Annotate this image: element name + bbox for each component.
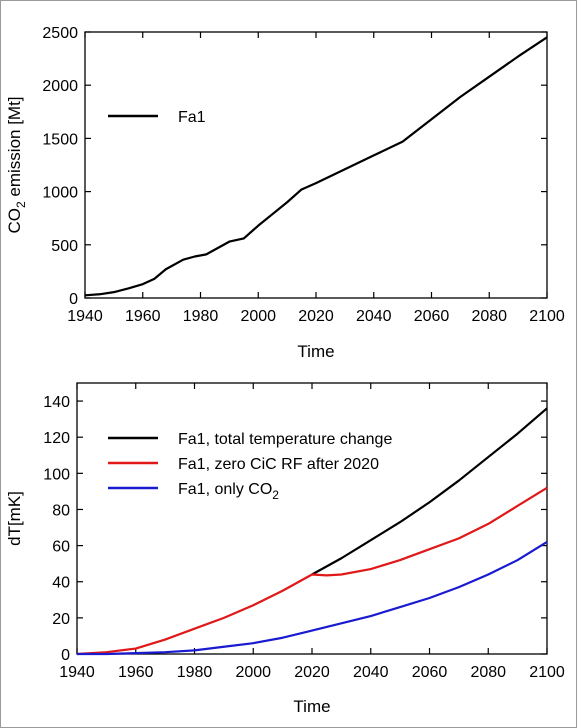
x-tick-label: 2000 xyxy=(235,664,271,681)
x-tick-label: 1960 xyxy=(118,664,154,681)
legend-label-2: Fa1, zero CiC RF after 2020 xyxy=(178,456,379,473)
y-axis-title-rest: emission [Mt] xyxy=(5,96,24,201)
y-tick-label: 2000 xyxy=(42,78,78,95)
x-tick-label: 2000 xyxy=(240,308,276,325)
x-tick-label: 1980 xyxy=(183,308,219,325)
x-tick-label: 2080 xyxy=(471,308,507,325)
chart-2: 1940 1960 1980 2000 2020 2040 2060 2080 21000204… xyxy=(5,382,565,716)
y-tick-label: 100 xyxy=(43,466,70,483)
legend-label-1: Fa1, total temperature change xyxy=(178,431,392,448)
x-tick-label: 1940 xyxy=(59,664,95,681)
series-line-1 xyxy=(84,36,548,297)
y-tick-label: 80 xyxy=(52,502,70,519)
y-tick-label: 20 xyxy=(52,611,70,628)
y-tick-label: 120 xyxy=(43,430,70,447)
series-line-2 xyxy=(76,486,548,656)
x-tick-label: 1980 xyxy=(177,664,213,681)
y-tick-label: 0 xyxy=(69,291,78,308)
x-tick-label: 2060 xyxy=(412,664,448,681)
y-axis-title: CO2 emission [Mt] xyxy=(5,96,28,233)
legend-label-1: Fa1 xyxy=(178,109,206,126)
y-tick-label: 40 xyxy=(52,575,70,592)
x-tick-label: 2100 xyxy=(529,664,565,681)
y-tick-label: 140 xyxy=(43,394,70,411)
legend-label-3: Fa1, only CO2 xyxy=(178,481,279,502)
series-line-1 xyxy=(311,407,548,576)
plot-frame xyxy=(84,31,548,299)
x-tick-label: 1940 xyxy=(67,308,103,325)
y-tick-label: 60 xyxy=(52,539,70,556)
x-tick-label: 1960 xyxy=(125,308,161,325)
plot-frame xyxy=(76,382,548,655)
x-tick-label: 2040 xyxy=(356,308,392,325)
y-tick-label: 1000 xyxy=(42,185,78,202)
y-tick-label: 1500 xyxy=(42,131,78,148)
x-tick-label: 2080 xyxy=(470,664,506,681)
legend-label-main: Fa1, only CO xyxy=(178,481,272,498)
y-axis-title-subscript: 2 xyxy=(14,201,28,208)
x-tick-label: 2020 xyxy=(294,664,330,681)
x-tick-label: 2060 xyxy=(414,308,450,325)
y-tick-label: 0 xyxy=(61,647,70,664)
y-axis-title: dT[mK] xyxy=(5,491,24,546)
x-tick-label: 2020 xyxy=(298,308,334,325)
x-axis-title: Time xyxy=(293,697,330,716)
x-tick-label: 2040 xyxy=(353,664,389,681)
y-axis-title-main: CO xyxy=(5,208,24,234)
y-tick-label: 2500 xyxy=(42,25,78,42)
chart-1: 1940 1960 1980 2000 2020 2040 2060 2080 21000500… xyxy=(5,25,565,361)
series-line-3 xyxy=(77,541,548,656)
x-axis-title: Time xyxy=(297,342,334,361)
legend-label-subscript: 2 xyxy=(272,488,279,502)
y-tick-label: 500 xyxy=(51,238,78,255)
x-tick-label: 2100 xyxy=(529,308,565,325)
